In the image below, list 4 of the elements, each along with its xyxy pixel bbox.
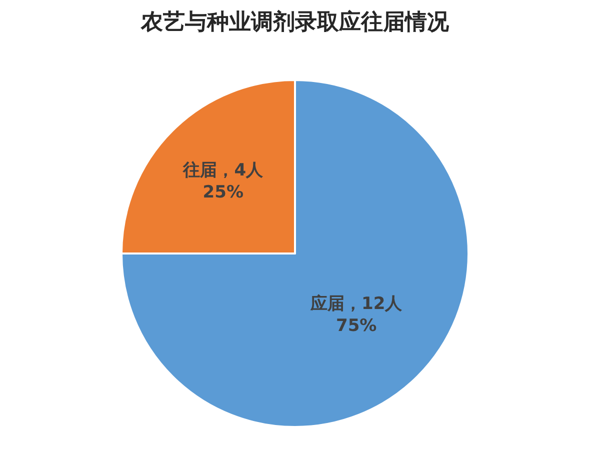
chart-title: 农艺与种业调剂录取应往届情况 xyxy=(140,8,450,35)
slice-label: 应届，12人 75% xyxy=(310,294,404,336)
pie-slice xyxy=(120,79,470,428)
slice-label: 往届，4人 25% xyxy=(182,160,264,203)
